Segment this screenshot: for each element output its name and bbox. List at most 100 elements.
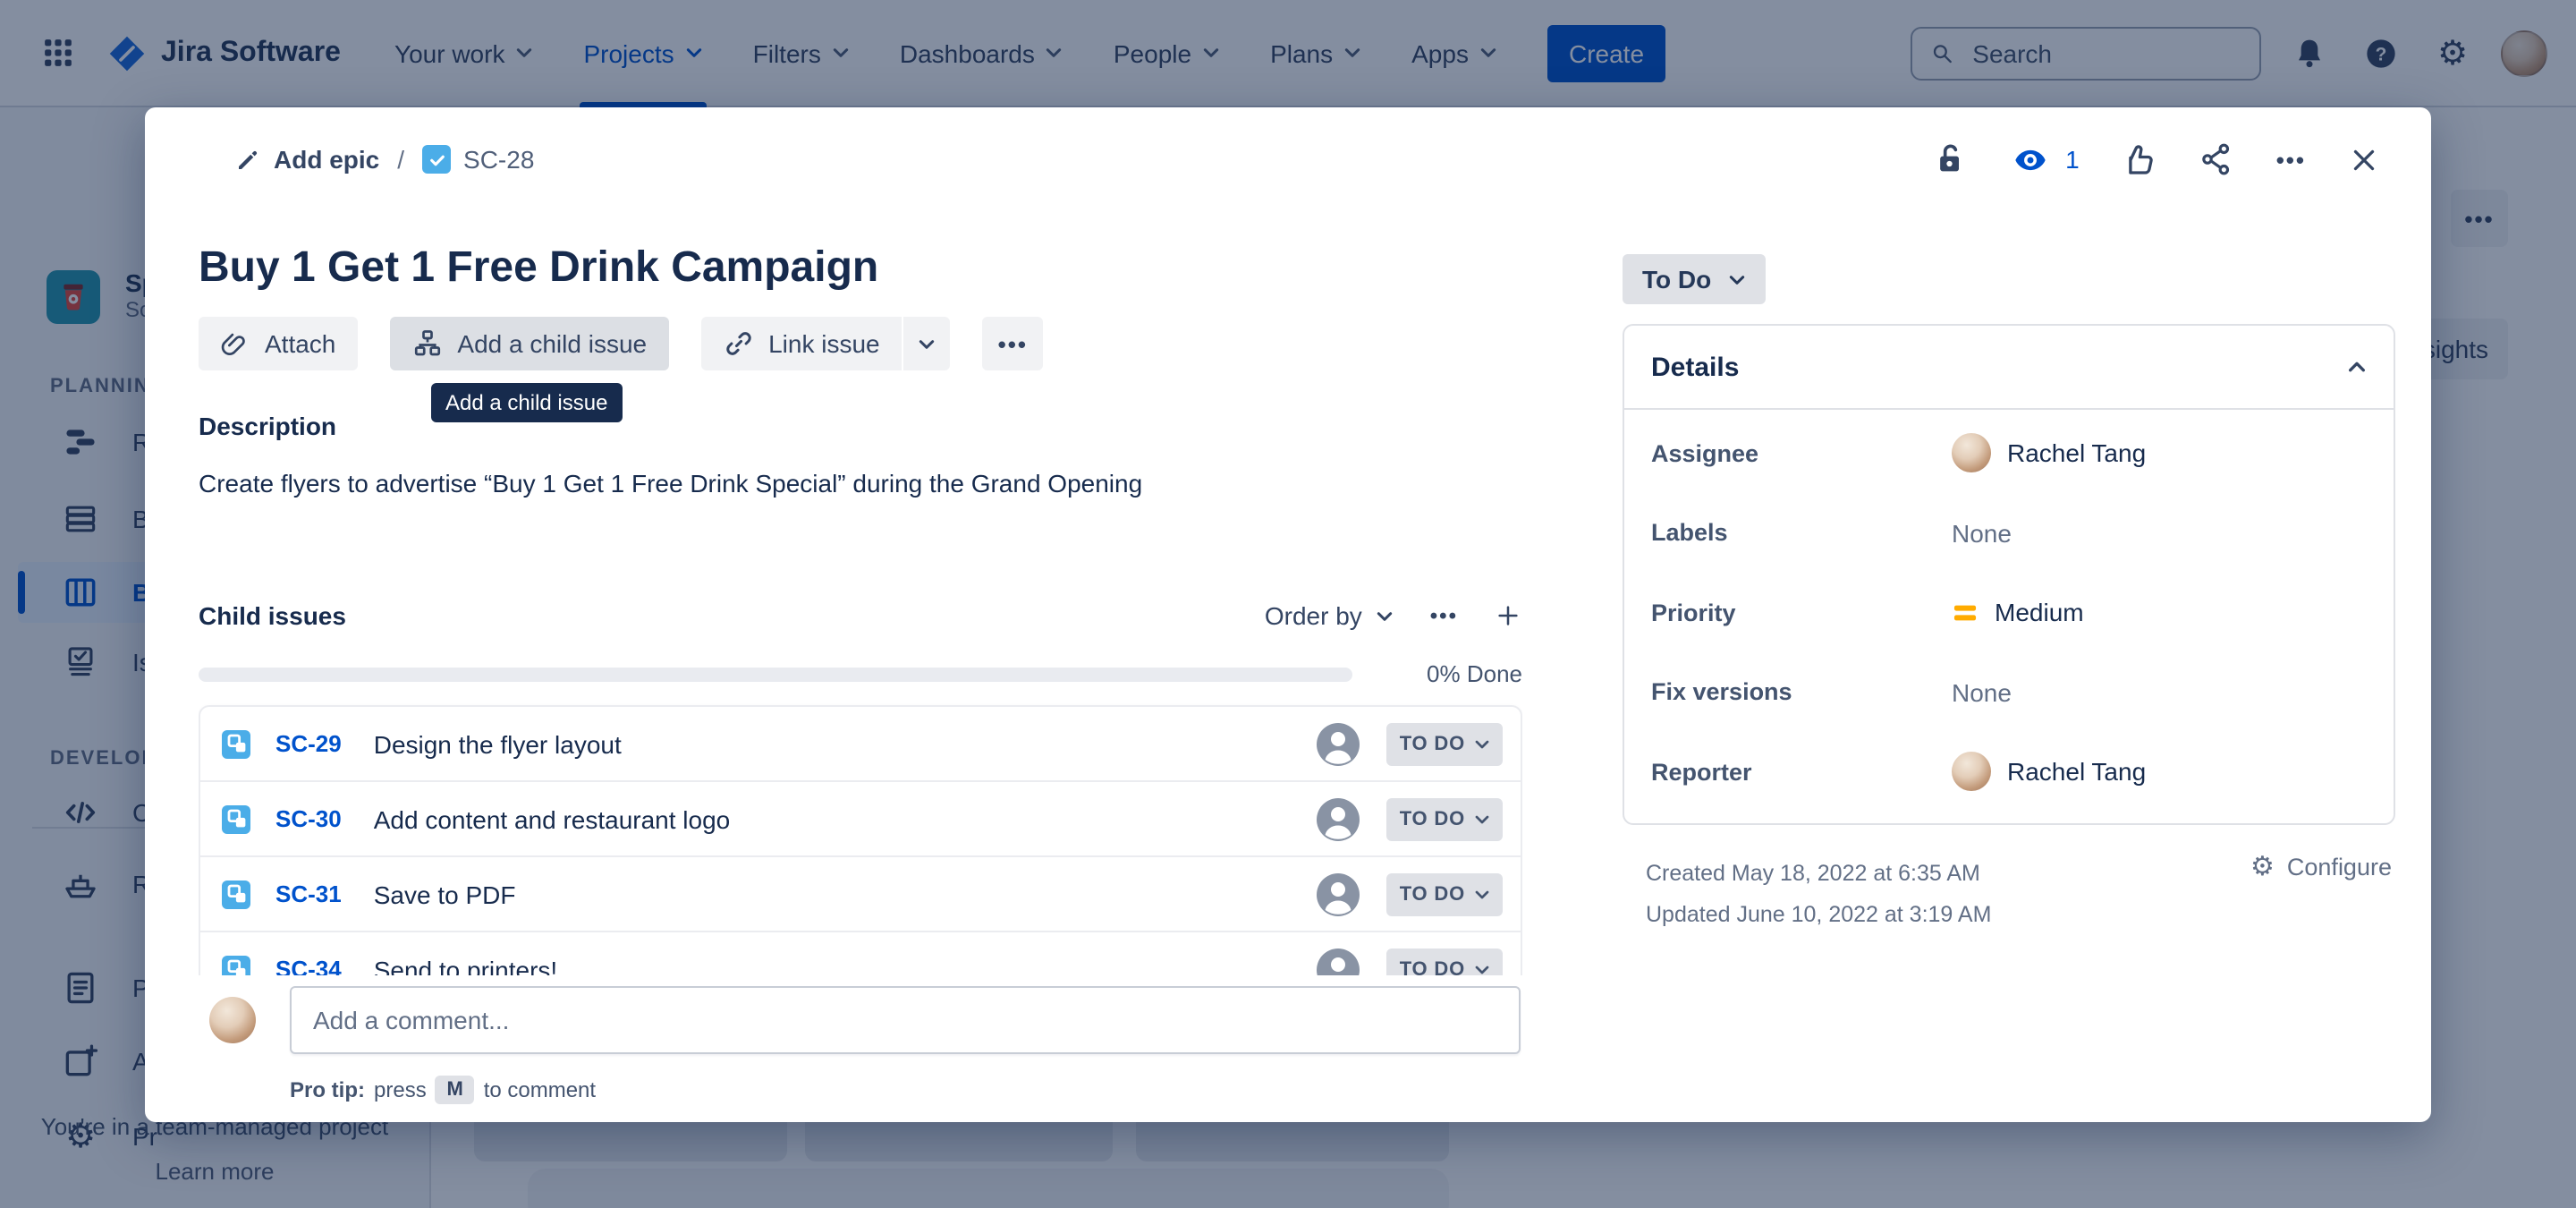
- share-icon: [2199, 141, 2235, 177]
- child-issues-tools: Order by •••: [1265, 601, 1522, 630]
- reporter-avatar: [1952, 752, 1991, 792]
- child-issues-list: SC-29 Design the flyer layout TO DO SC-3…: [199, 705, 1522, 1008]
- breadcrumb-separator: /: [397, 145, 405, 174]
- progress-label: 0% Done: [1427, 660, 1522, 687]
- child-status-dropdown[interactable]: TO DO: [1386, 797, 1503, 840]
- keyboard-key-m: M: [435, 1076, 475, 1104]
- add-child-label: Add a child issue: [457, 329, 648, 358]
- close-modal-button[interactable]: [2347, 142, 2381, 176]
- created-date: Created May 18, 2022 at 6:35 AM: [1646, 860, 1980, 885]
- pro-tip-press: press: [374, 1077, 427, 1102]
- child-issue-row[interactable]: SC-30 Add content and restaurant logo TO…: [200, 782, 1521, 857]
- add-child-issue-plus-button[interactable]: [1494, 601, 1522, 630]
- assignee-placeholder-icon[interactable]: [1316, 871, 1362, 917]
- configure-button[interactable]: ⚙ Configure: [2250, 849, 2392, 881]
- chevron-down-icon: [1727, 273, 1745, 285]
- field-label: Assignee: [1651, 439, 1759, 467]
- comment-input[interactable]: [290, 986, 1521, 1054]
- pro-tip: Pro tip: press M to comment: [290, 1076, 596, 1104]
- pro-tip-prefix: Pro tip:: [290, 1077, 365, 1102]
- modal-header: Add epic / SC-28 1: [145, 107, 2431, 211]
- child-issue-row[interactable]: SC-31 Save to PDF TO DO: [200, 857, 1521, 932]
- field-label: Fix versions: [1651, 678, 1792, 706]
- share-button[interactable]: [2199, 141, 2235, 177]
- assignee-value[interactable]: Rachel Tang: [1952, 433, 2367, 473]
- issue-actions-row: Attach Add a child issue Link issue •••: [199, 317, 1522, 422]
- description-heading: Description: [199, 412, 337, 440]
- plus-icon: [1494, 601, 1522, 630]
- status-label: TO DO: [1399, 883, 1465, 905]
- link-issue-split-button: Link issue: [700, 317, 950, 370]
- issue-side-column: To Do Details Assignee Rachel Tang: [1623, 211, 2395, 935]
- updated-date: Updated June 10, 2022 at 3:19 AM: [1646, 901, 1992, 926]
- child-issues-more-button[interactable]: •••: [1429, 603, 1458, 628]
- field-label: Priority: [1651, 599, 1736, 626]
- description-text[interactable]: Create flyers to advertise “Buy 1 Get 1 …: [199, 469, 1143, 498]
- order-by-dropdown[interactable]: Order by: [1265, 601, 1394, 630]
- current-user-avatar: [209, 997, 256, 1043]
- thumbs-up-icon: [2121, 140, 2158, 178]
- link-issue-label: Link issue: [768, 329, 880, 358]
- priority-medium-icon: [1952, 601, 1979, 625]
- labels-value[interactable]: None: [1952, 518, 2012, 548]
- field-labels: Labels None: [1651, 493, 2367, 573]
- child-issues-header: Child issues Order by •••: [199, 601, 1522, 630]
- child-issue-key[interactable]: SC-31: [275, 880, 342, 907]
- add-epic-label: Add epic: [274, 145, 380, 174]
- vote-button[interactable]: [2121, 140, 2158, 178]
- assignee-placeholder-icon[interactable]: [1316, 795, 1362, 842]
- chevron-down-icon: [1377, 609, 1394, 622]
- created-updated: Created May 18, 2022 at 6:35 AM Updated …: [1646, 853, 1991, 935]
- field-label: Labels: [1651, 519, 1728, 547]
- configure-label: Configure: [2286, 853, 2392, 880]
- priority-value[interactable]: Medium: [1952, 599, 2367, 627]
- child-issue-key[interactable]: SC-30: [275, 805, 342, 832]
- child-issue-summary[interactable]: Save to PDF: [373, 880, 516, 908]
- issue-key-link[interactable]: SC-28: [422, 145, 534, 174]
- more-issue-actions-button[interactable]: •••: [981, 317, 1044, 370]
- fix-versions-value[interactable]: None: [1952, 677, 2012, 707]
- pro-tip-suffix: to comment: [483, 1077, 597, 1102]
- subtask-icon: [222, 729, 250, 758]
- child-issue-summary[interactable]: Add content and restaurant logo: [373, 804, 731, 833]
- add-epic-button[interactable]: Add epic: [234, 145, 379, 174]
- issue-meta: Created May 18, 2022 at 6:35 AM Updated …: [1623, 849, 2395, 935]
- link-issue-dropdown[interactable]: [902, 317, 950, 370]
- field-priority: Priority Medium: [1651, 573, 2367, 652]
- status-value: To Do: [1642, 265, 1712, 293]
- assignee-placeholder-icon[interactable]: [1316, 720, 1362, 767]
- child-issue-row[interactable]: SC-29 Design the flyer layout TO DO: [200, 707, 1521, 782]
- chevron-up-icon: [2347, 360, 2367, 374]
- unlock-icon: [1931, 141, 1967, 177]
- details-fields: Assignee Rachel Tang Labels None Priorit…: [1624, 410, 2394, 822]
- child-issues-heading: Child issues: [199, 601, 346, 630]
- details-panel-header[interactable]: Details: [1624, 326, 2394, 410]
- watchers-count: 1: [2065, 145, 2080, 174]
- details-panel: Details Assignee Rachel Tang Labels None: [1623, 324, 2395, 824]
- child-issue-summary[interactable]: Design the flyer layout: [373, 729, 622, 758]
- issue-title[interactable]: Buy 1 Get 1 Free Drink Campaign: [199, 243, 879, 292]
- order-by-label: Order by: [1264, 601, 1362, 630]
- watch-button[interactable]: 1: [2008, 142, 2080, 176]
- comment-footer: Pro tip: press M to comment: [199, 975, 1522, 1122]
- add-child-tooltip: Add a child issue: [431, 383, 623, 422]
- status-label: TO DO: [1399, 808, 1465, 829]
- field-assignee: Assignee Rachel Tang: [1651, 413, 2367, 493]
- reporter-value[interactable]: Rachel Tang: [1952, 752, 2367, 792]
- child-status-dropdown[interactable]: TO DO: [1386, 872, 1503, 915]
- link-issue-button[interactable]: Link issue: [700, 317, 902, 370]
- progress-bar: [199, 667, 1352, 681]
- restrict-access-button[interactable]: [1931, 141, 1967, 177]
- subtask-icon: [222, 804, 250, 833]
- add-child-issue-button[interactable]: Add a child issue: [389, 317, 669, 370]
- more-actions-button[interactable]: •••: [2275, 146, 2306, 173]
- chevron-down-icon: [1474, 738, 1490, 749]
- status-dropdown[interactable]: To Do: [1623, 254, 1766, 304]
- eye-icon: [2008, 142, 2051, 176]
- attach-button[interactable]: Attach: [199, 317, 358, 370]
- child-issue-key[interactable]: SC-29: [275, 730, 342, 757]
- field-fix-versions: Fix versions None: [1651, 652, 2367, 732]
- gear-icon: ⚙: [2250, 849, 2275, 881]
- status-label: TO DO: [1399, 733, 1465, 754]
- child-status-dropdown[interactable]: TO DO: [1386, 722, 1503, 765]
